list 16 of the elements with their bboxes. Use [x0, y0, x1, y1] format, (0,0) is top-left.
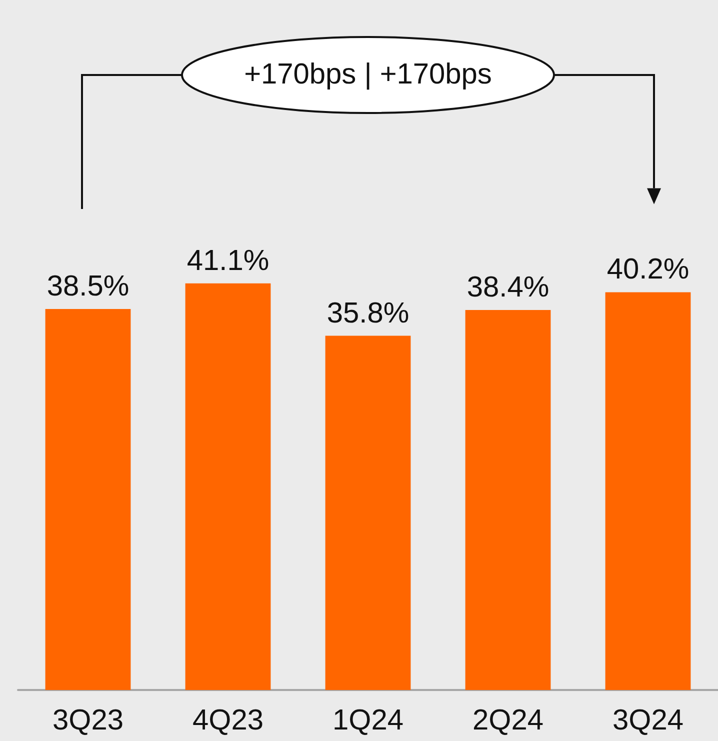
bar	[605, 292, 691, 690]
bar	[185, 283, 271, 690]
bar	[465, 310, 551, 690]
x-tick-label: 2Q24	[472, 704, 544, 736]
x-tick-label: 3Q23	[52, 704, 124, 736]
data-label: 40.2%	[606, 254, 690, 286]
data-label: 41.1%	[186, 244, 270, 277]
x-tick-label: 1Q24	[332, 704, 404, 736]
data-label: 38.4%	[466, 272, 550, 304]
text: +170bps | +170bps	[244, 58, 492, 92]
bar	[325, 336, 411, 690]
data-label: 38.5%	[46, 270, 130, 303]
x-tick-label: 3Q24	[612, 704, 684, 736]
x-tick-label: 4Q23	[192, 704, 264, 736]
bar	[45, 309, 131, 690]
data-label: 35.8%	[326, 297, 410, 330]
